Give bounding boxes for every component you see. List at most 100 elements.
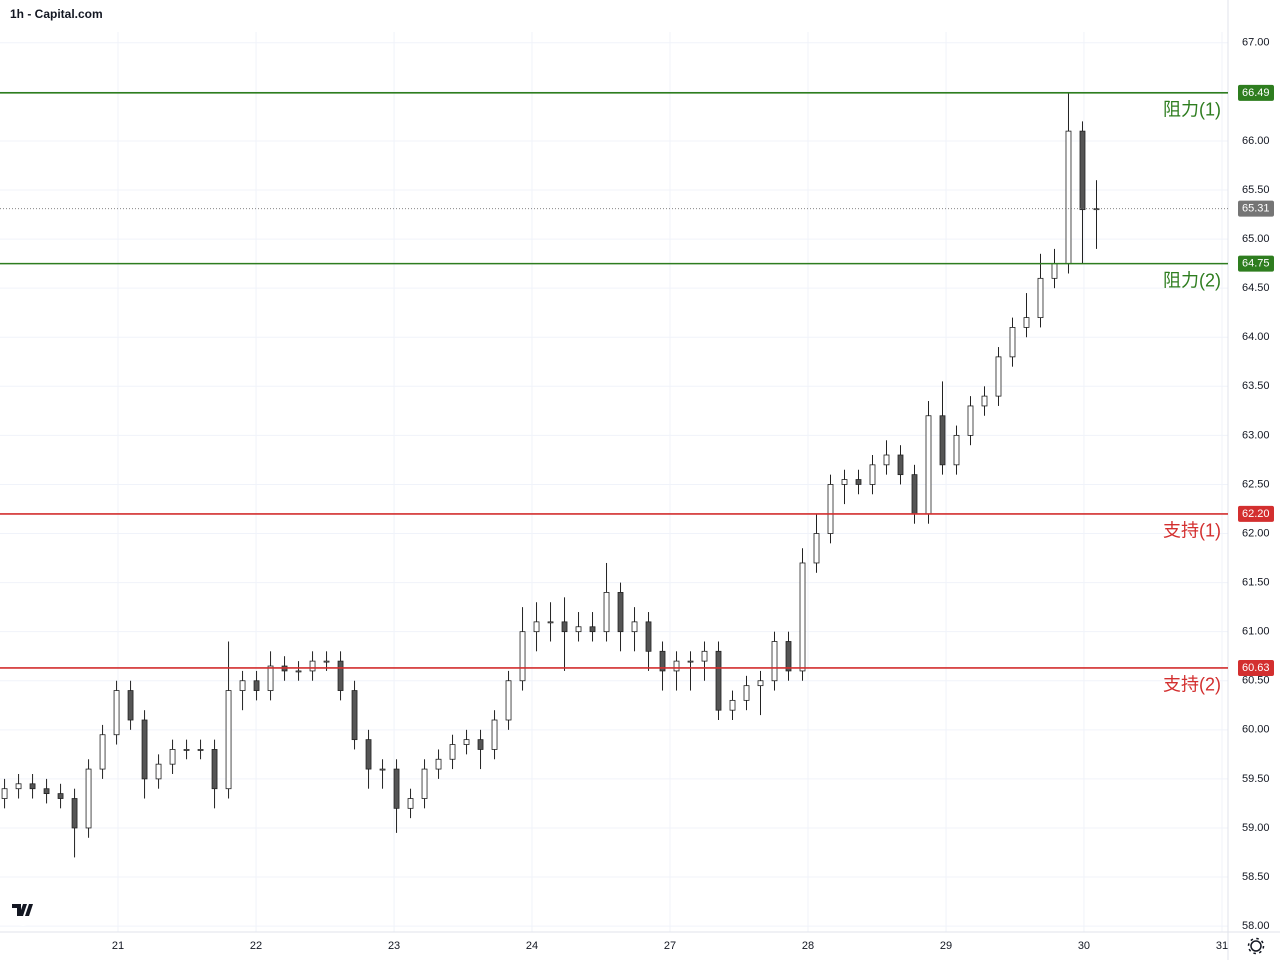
x-tick-label: 24 xyxy=(526,940,538,952)
candle-body xyxy=(253,680,260,691)
candle-body xyxy=(85,768,92,829)
candle-body xyxy=(785,641,792,672)
level-price-label: 64.75 xyxy=(1242,258,1270,270)
settings-icon[interactable] xyxy=(1247,937,1265,955)
candle-body xyxy=(715,650,722,711)
y-tick-label: 62.50 xyxy=(1242,478,1270,490)
y-tick-label: 63.00 xyxy=(1242,429,1270,441)
candle-body xyxy=(99,734,106,770)
candle-body xyxy=(365,739,372,770)
x-tick-label: 30 xyxy=(1078,940,1090,952)
level-annotation: 阻力(1) xyxy=(1163,100,1221,120)
y-tick-label: 58.50 xyxy=(1242,871,1270,883)
candle-body xyxy=(757,680,764,687)
level-annotation: 支持(1) xyxy=(1163,521,1221,541)
candle-body xyxy=(897,454,904,476)
candle-body xyxy=(1065,130,1072,265)
candle-body xyxy=(519,631,526,682)
y-tick-label: 61.50 xyxy=(1242,577,1270,589)
candle-body xyxy=(911,474,918,515)
y-tick-label: 67.00 xyxy=(1242,37,1270,49)
candle-body xyxy=(477,739,484,750)
candle-body xyxy=(71,798,78,829)
candle-body xyxy=(687,660,694,663)
candle-body xyxy=(421,768,428,799)
candle-body xyxy=(1079,130,1086,211)
level-badge xyxy=(1238,505,1274,522)
last-price-badge xyxy=(1238,200,1274,217)
candle-body xyxy=(1,788,8,799)
candle-body xyxy=(1037,277,1044,319)
candle-body xyxy=(967,405,974,436)
candle-body xyxy=(659,650,666,672)
candle-body xyxy=(267,665,274,691)
y-tick-label: 63.50 xyxy=(1242,380,1270,392)
candle-body xyxy=(645,621,652,652)
candle-body xyxy=(981,395,988,407)
candle-body xyxy=(295,670,302,673)
candle-body xyxy=(43,788,50,795)
candle-body xyxy=(197,749,204,751)
candle-body xyxy=(449,744,456,760)
level-badge xyxy=(1238,84,1274,101)
candle-body xyxy=(533,621,540,633)
candle-body xyxy=(141,719,148,780)
candle-body xyxy=(15,783,22,790)
logo xyxy=(7,894,39,926)
y-tick-label: 64.00 xyxy=(1242,331,1270,343)
last-price-label: 65.31 xyxy=(1242,203,1270,215)
candle-body xyxy=(491,719,498,750)
candle-body xyxy=(547,621,554,624)
candle-body xyxy=(113,690,120,736)
level-badge xyxy=(1238,255,1274,272)
x-tick-label: 29 xyxy=(940,940,952,952)
candle-body xyxy=(1093,208,1100,211)
candle-body xyxy=(211,749,218,790)
candle-body xyxy=(379,768,386,771)
level-annotation: 阻力(2) xyxy=(1163,270,1221,290)
y-tick-label: 59.00 xyxy=(1242,822,1270,834)
candle-body xyxy=(155,763,162,780)
x-tick-label: 22 xyxy=(250,940,262,952)
x-tick-label: 23 xyxy=(388,940,400,952)
candle-body xyxy=(575,626,582,633)
candle-body xyxy=(953,434,960,466)
plot xyxy=(1,92,1100,858)
candle-body xyxy=(505,680,512,721)
y-tick-label: 66.00 xyxy=(1242,135,1270,147)
candle-body xyxy=(183,749,190,751)
candle-body xyxy=(323,660,330,663)
candle-body xyxy=(743,685,750,701)
y-tick-label: 60.50 xyxy=(1242,675,1270,687)
candle-body xyxy=(407,798,414,809)
candle-body xyxy=(589,626,596,633)
y-tick-label: 61.00 xyxy=(1242,626,1270,638)
candle-body xyxy=(701,650,708,662)
x-tick-label: 21 xyxy=(112,940,124,952)
candle-body xyxy=(393,768,400,809)
level-annotation: 支持(2) xyxy=(1163,675,1221,695)
candle-body xyxy=(631,621,638,633)
candle-body xyxy=(435,758,442,770)
candle-body xyxy=(827,484,834,534)
candle-body xyxy=(57,793,64,799)
candle-body xyxy=(883,454,890,466)
candle-body xyxy=(309,660,316,672)
candle-body xyxy=(29,783,36,790)
candle-body xyxy=(1051,263,1058,279)
candle-body xyxy=(225,690,232,790)
level-price-label: 60.63 xyxy=(1242,662,1270,674)
x-tick-label: 31 xyxy=(1216,940,1228,952)
candle-body xyxy=(673,660,680,672)
grid xyxy=(0,32,1228,932)
y-tick-label: 65.50 xyxy=(1242,184,1270,196)
candle-body xyxy=(771,641,778,682)
y-tick-label: 64.50 xyxy=(1242,282,1270,294)
y-tick-label: 58.00 xyxy=(1242,920,1270,932)
candle-body xyxy=(463,739,470,745)
y-tick-label: 65.00 xyxy=(1242,233,1270,245)
y-tick-label: 62.00 xyxy=(1242,527,1270,539)
